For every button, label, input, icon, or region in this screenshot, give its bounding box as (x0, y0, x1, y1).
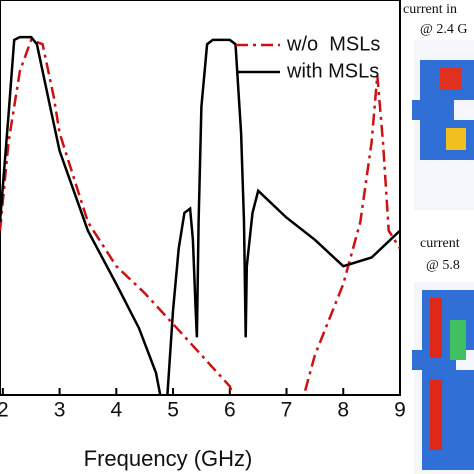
x-tick-label: 2 (0, 399, 9, 422)
plot-frame (0, 0, 401, 396)
legend-label: w/o MSLs (286, 33, 380, 55)
inset-subtitle: @ 5.8 (426, 258, 460, 273)
inset-shape (450, 320, 466, 360)
inset-subtitle: @ 2.4 G (420, 22, 468, 37)
inset-images (412, 40, 474, 474)
inset-shape (440, 68, 462, 90)
legend-label: with MSLs (286, 60, 379, 82)
inset-title: current in (403, 2, 457, 17)
series-line (0, 38, 400, 395)
x-tick-label: 8 (337, 399, 349, 422)
inset-shape (430, 298, 442, 358)
x-tick-label: 3 (54, 399, 66, 422)
inset-shape (446, 128, 466, 150)
x-tick-label: 6 (224, 399, 236, 422)
x-tick-label: 5 (167, 399, 179, 422)
x-axis-label: Frequency (GHz) (84, 446, 253, 471)
x-tick-label: 4 (110, 399, 122, 422)
inset-title: current (420, 236, 460, 251)
x-tick-label: 9 (394, 399, 406, 422)
plot-lines (0, 35, 400, 395)
x-tick-label: 7 (281, 399, 293, 422)
inset-shape (430, 380, 442, 450)
series-line (0, 35, 400, 395)
